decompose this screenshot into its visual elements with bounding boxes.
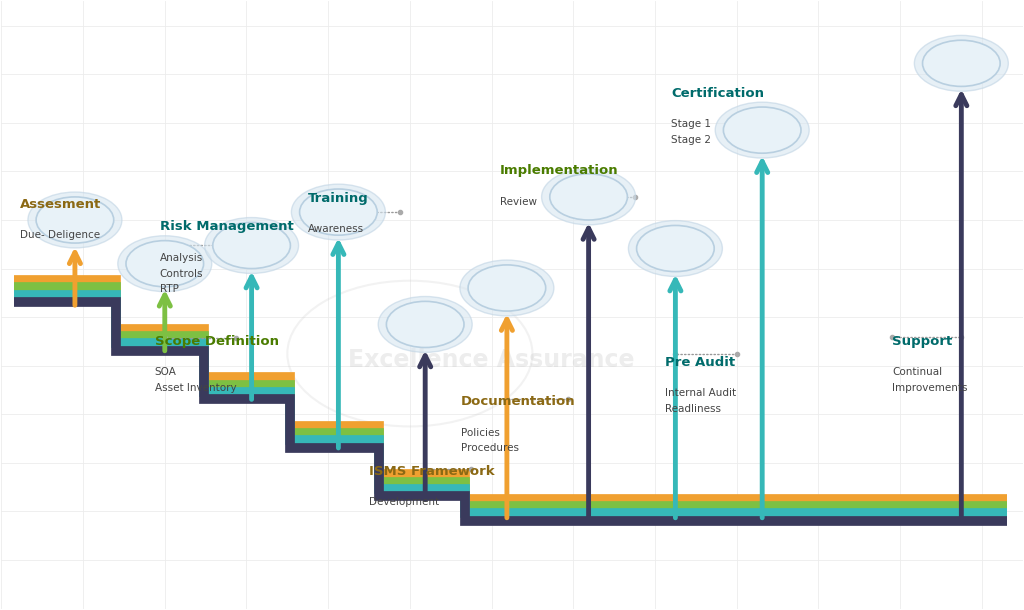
Circle shape <box>205 218 299 273</box>
Text: Analysis: Analysis <box>160 253 203 263</box>
Text: Documentation: Documentation <box>461 395 575 408</box>
Circle shape <box>923 40 1000 87</box>
Circle shape <box>292 184 385 240</box>
Text: Readliness: Readliness <box>666 404 721 414</box>
Circle shape <box>550 174 628 220</box>
Text: Pre Audit: Pre Audit <box>666 356 735 369</box>
Text: Stage 1: Stage 1 <box>672 119 712 129</box>
Circle shape <box>386 301 464 348</box>
Text: Stage 2: Stage 2 <box>672 135 712 145</box>
Circle shape <box>629 221 722 276</box>
Text: Training: Training <box>308 192 369 205</box>
Text: Awareness: Awareness <box>308 224 364 234</box>
Text: SOA: SOA <box>155 367 176 377</box>
Text: Scope Definition: Scope Definition <box>155 334 279 348</box>
Circle shape <box>36 197 114 243</box>
Text: Policies: Policies <box>461 428 500 437</box>
Text: ISMS Framework: ISMS Framework <box>369 465 495 478</box>
Text: RTP: RTP <box>160 284 178 295</box>
Circle shape <box>715 102 809 158</box>
Text: Review: Review <box>500 197 537 207</box>
Text: Certification: Certification <box>672 87 764 100</box>
Circle shape <box>914 35 1009 92</box>
Circle shape <box>378 296 472 353</box>
Text: Support: Support <box>892 334 952 348</box>
Text: Risk Management: Risk Management <box>160 220 294 234</box>
Text: Due- Deligence: Due- Deligence <box>19 231 100 240</box>
Circle shape <box>460 260 554 316</box>
Circle shape <box>542 169 636 225</box>
Text: Continual: Continual <box>892 367 942 377</box>
Circle shape <box>300 189 377 235</box>
Text: Assesment: Assesment <box>19 198 101 211</box>
Text: Internal Audit: Internal Audit <box>666 388 736 398</box>
Text: Development: Development <box>369 498 439 508</box>
Circle shape <box>637 226 714 271</box>
Circle shape <box>118 236 212 292</box>
Circle shape <box>468 265 546 311</box>
Circle shape <box>28 192 122 248</box>
Text: Improvements: Improvements <box>892 382 968 393</box>
Text: Implementation: Implementation <box>500 165 618 178</box>
Text: Excellence Assurance: Excellence Assurance <box>348 348 635 371</box>
Text: Procedures: Procedures <box>461 443 519 453</box>
Text: Asset Inventory: Asset Inventory <box>155 382 237 393</box>
Circle shape <box>213 223 291 268</box>
Circle shape <box>126 240 204 287</box>
Text: Controls: Controls <box>160 268 203 279</box>
Circle shape <box>723 107 801 153</box>
